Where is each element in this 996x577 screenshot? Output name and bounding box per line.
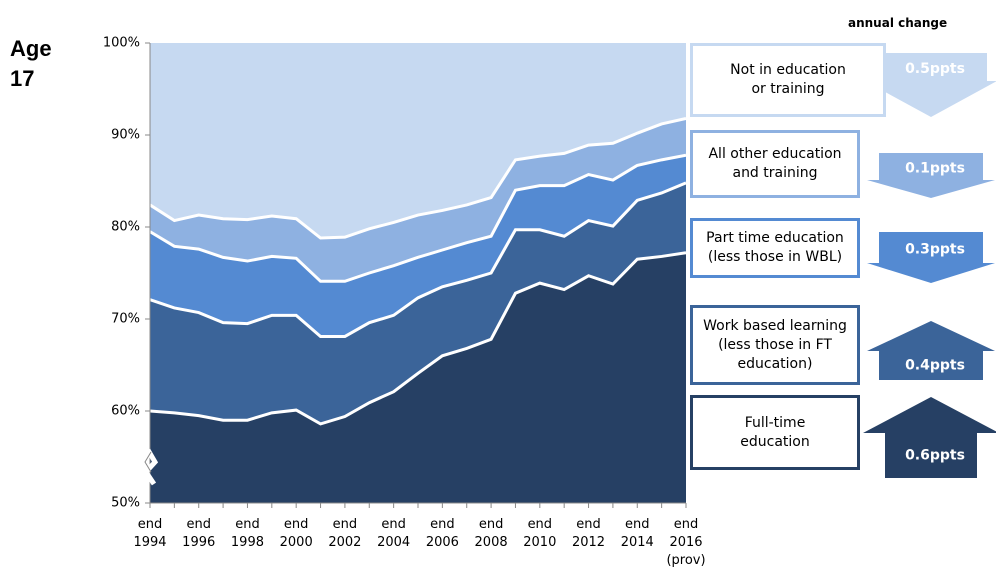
x-tick-label: end 2008 <box>474 517 508 550</box>
area-edge <box>150 116 686 240</box>
change-arrow <box>863 397 996 478</box>
change-label: 0.5ppts <box>905 61 965 77</box>
x-tick-label: end 1994 <box>133 517 167 550</box>
y-tick-label: 50% <box>111 496 140 511</box>
x-tick-label: end 2000 <box>279 517 313 550</box>
annual-change-title: annual change <box>848 16 948 30</box>
legend-entry: Part time education (less those in WBL) <box>690 218 860 278</box>
change-label: 0.1ppts <box>905 161 965 177</box>
y-tick-label: 90% <box>111 128 140 143</box>
x-tick-label: end 2004 <box>377 517 411 550</box>
x-tick-label: end 2016 (prov) <box>666 517 706 568</box>
legend-entry: Not in education or training <box>690 43 886 117</box>
change-arrow <box>867 321 995 380</box>
y-tick-label: 70% <box>111 312 140 327</box>
legend-entry: All other education and training <box>690 130 860 198</box>
x-tick-label: end 2002 <box>328 517 362 550</box>
area <box>150 118 686 282</box>
change-label: 0.3ppts <box>905 242 965 258</box>
x-tick-label: end 1998 <box>230 517 264 550</box>
area-edge <box>150 251 686 426</box>
area-edge <box>150 153 686 283</box>
y-tick-label: 100% <box>103 36 140 51</box>
change-arrow <box>867 153 995 198</box>
change-label: 0.4ppts <box>905 358 965 374</box>
x-tick-label: end 2006 <box>425 517 459 550</box>
y-tick-label: 60% <box>111 404 140 419</box>
change-arrow <box>865 53 996 117</box>
axis-break <box>144 451 152 473</box>
area <box>150 182 686 424</box>
change-arrow <box>867 232 995 283</box>
x-tick-label: end 2010 <box>523 517 557 550</box>
x-tick-label: end 2014 <box>620 517 654 550</box>
y-tick-label: 80% <box>111 220 140 235</box>
area <box>150 252 686 503</box>
area-edge <box>150 181 686 338</box>
x-tick-label: end 2012 <box>571 517 606 550</box>
x-tick-label: end 1996 <box>182 517 216 550</box>
axis-break <box>142 448 159 486</box>
legend-entry: Full-time education <box>690 395 860 470</box>
area <box>150 155 686 337</box>
change-label: 0.6ppts <box>905 448 965 464</box>
area <box>150 43 686 239</box>
chart-title: Age 17 <box>10 36 52 91</box>
legend-entry: Work based learning (less those in FT ed… <box>690 305 860 385</box>
